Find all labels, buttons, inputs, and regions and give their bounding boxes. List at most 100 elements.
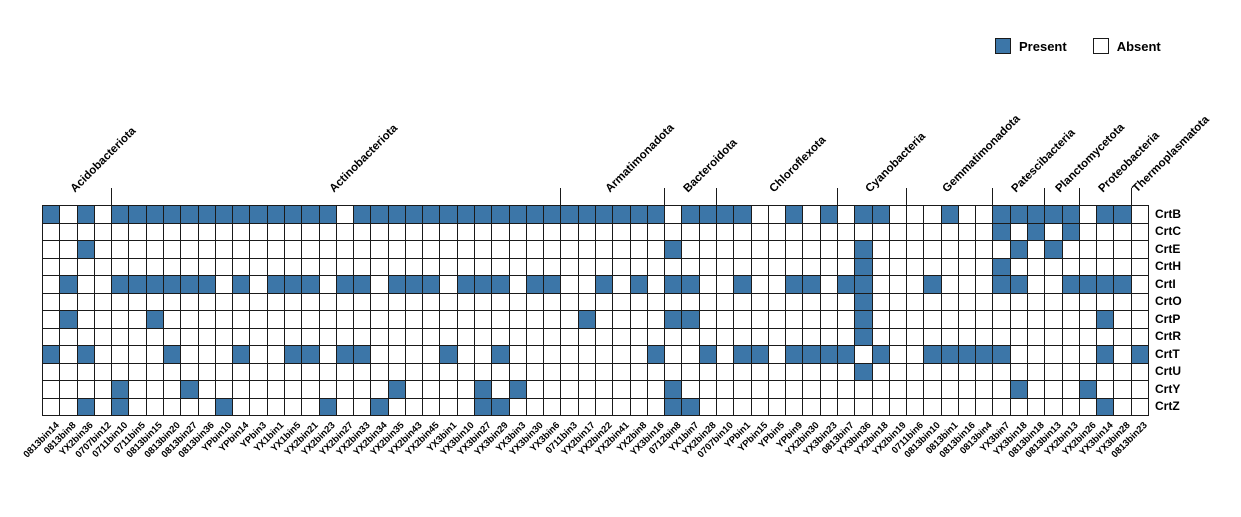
heatmap-cell <box>577 240 595 258</box>
phylum-label: Actinobacteriota <box>327 122 400 195</box>
heatmap-cell <box>595 275 613 293</box>
heatmap-cell <box>180 345 198 363</box>
heatmap-cell <box>819 345 837 363</box>
heatmap-cell <box>128 257 146 275</box>
heatmap-cell <box>162 310 181 328</box>
heatmap-cell <box>439 362 457 380</box>
heatmap-cell <box>629 257 647 275</box>
heatmap-cell <box>353 397 371 415</box>
heatmap-cell <box>1130 275 1148 293</box>
heatmap-cell <box>733 205 751 223</box>
heatmap-cell <box>715 362 734 380</box>
heatmap-cell <box>698 205 716 223</box>
row-label: CrtZ <box>1155 399 1180 414</box>
heatmap-cell <box>456 292 475 310</box>
heatmap-cell <box>111 275 129 293</box>
heatmap-cell <box>940 222 958 240</box>
group-separator-tick <box>836 188 838 205</box>
phylum-label: Gemmatimonadota <box>940 112 1023 195</box>
heatmap-cell <box>76 327 94 345</box>
heatmap-cell <box>992 222 1010 240</box>
heatmap-cell <box>715 292 734 310</box>
heatmap-cell <box>353 257 371 275</box>
heatmap-cell <box>681 380 699 398</box>
heatmap-cell <box>422 257 440 275</box>
group-separator-tick <box>715 188 717 205</box>
heatmap-cell <box>1009 362 1028 380</box>
heatmap-cell <box>283 310 302 328</box>
heatmap-cell <box>629 362 647 380</box>
heatmap-cell <box>785 240 803 258</box>
heatmap-cell <box>1113 397 1131 415</box>
heatmap-cell <box>59 310 77 328</box>
heatmap-cell <box>422 275 440 293</box>
heatmap-cell <box>93 275 112 293</box>
heatmap-cell <box>957 222 976 240</box>
heatmap-cell <box>1130 257 1148 275</box>
heatmap-cell <box>819 362 837 380</box>
heatmap-cell <box>404 205 423 223</box>
heatmap-cell <box>906 205 924 223</box>
heatmap-cell <box>733 362 751 380</box>
heatmap-cell <box>214 327 233 345</box>
present-swatch <box>995 38 1011 54</box>
heatmap-cell <box>767 327 786 345</box>
heatmap-cell <box>76 380 94 398</box>
heatmap-cell <box>923 362 941 380</box>
heatmap-cell <box>404 292 423 310</box>
heatmap-cell <box>595 380 613 398</box>
heatmap-cell <box>1078 310 1097 328</box>
heatmap-cell <box>42 240 60 258</box>
heatmap-cell <box>767 205 786 223</box>
heatmap-cell <box>543 380 561 398</box>
heatmap-cell <box>681 292 699 310</box>
heatmap-cell <box>491 222 509 240</box>
heatmap-cell <box>180 362 198 380</box>
heatmap-cell <box>525 222 544 240</box>
heatmap-cell <box>214 397 233 415</box>
heatmap-cell <box>525 327 544 345</box>
heatmap-cell <box>162 327 181 345</box>
heatmap-cell <box>1113 240 1131 258</box>
heatmap-cell <box>957 257 976 275</box>
heatmap-cell <box>577 345 595 363</box>
heatmap-cell <box>750 205 768 223</box>
heatmap-cell <box>439 292 457 310</box>
heatmap-cell <box>612 240 630 258</box>
heatmap-cell <box>1078 257 1097 275</box>
heatmap-cell <box>577 205 595 223</box>
heatmap-cell <box>560 345 578 363</box>
heatmap-cell <box>59 380 77 398</box>
heatmap-cell <box>1027 240 1045 258</box>
heatmap-cell <box>1044 240 1062 258</box>
heatmap-cell <box>214 240 233 258</box>
heatmap-cell <box>975 345 993 363</box>
phylum-label: Bacteroidota <box>681 136 740 195</box>
heatmap-cell <box>197 380 215 398</box>
heatmap-cell <box>957 310 976 328</box>
heatmap-cell <box>491 240 509 258</box>
heatmap-cell <box>42 327 60 345</box>
heatmap-cell <box>162 240 181 258</box>
heatmap-cell <box>353 205 371 223</box>
row-label: CrtU <box>1155 364 1181 379</box>
heatmap-cell <box>491 362 509 380</box>
row-label: CrtY <box>1155 381 1181 396</box>
heatmap-cell <box>145 222 163 240</box>
heatmap-cell <box>888 222 907 240</box>
heatmap-cell <box>1113 275 1131 293</box>
heatmap-cell <box>543 222 561 240</box>
heatmap-cell <box>1044 397 1062 415</box>
heatmap-cell <box>335 362 354 380</box>
heatmap-cell <box>370 380 388 398</box>
heatmap-cell <box>283 275 302 293</box>
heatmap-cell <box>525 240 544 258</box>
heatmap-cell <box>957 205 976 223</box>
heatmap-cell <box>232 327 250 345</box>
heatmap-cell <box>560 292 578 310</box>
heatmap-cell <box>162 380 181 398</box>
heatmap-cell <box>370 310 388 328</box>
heatmap-cell <box>76 257 94 275</box>
heatmap-cell <box>370 257 388 275</box>
heatmap-cell <box>1027 362 1045 380</box>
